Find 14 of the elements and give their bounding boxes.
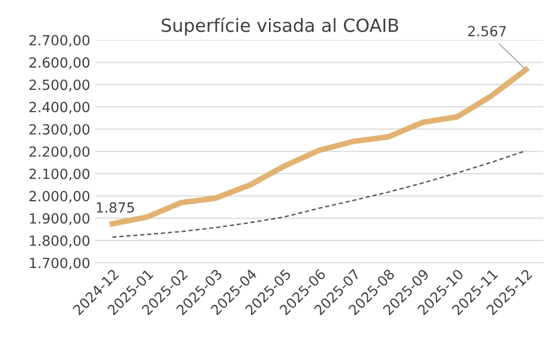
y-tick-label: 1.900,00 xyxy=(30,213,90,226)
y-tick-label: 2.600,00 xyxy=(30,57,90,70)
y-tick-label: 2.200,00 xyxy=(30,146,90,158)
y-tick-label: 2.100,00 xyxy=(30,168,90,181)
y-tick-label: 1.700,00 xyxy=(30,258,90,270)
y-tick-label: 2.400,00 xyxy=(30,102,90,114)
y-tick-label: 2.300,00 xyxy=(30,124,90,136)
y-tick-label: 2.700,00 xyxy=(30,34,90,47)
data-label: 2.567 xyxy=(468,26,506,36)
data-label: 1.875 xyxy=(96,202,134,213)
y-tick-label: 1.800,00 xyxy=(30,235,90,248)
chart-title: Superfície visada al COAIB xyxy=(162,17,398,36)
y-tick-label: 2.000,00 xyxy=(30,190,90,203)
y-tick-label: 2.500,00 xyxy=(30,80,90,92)
